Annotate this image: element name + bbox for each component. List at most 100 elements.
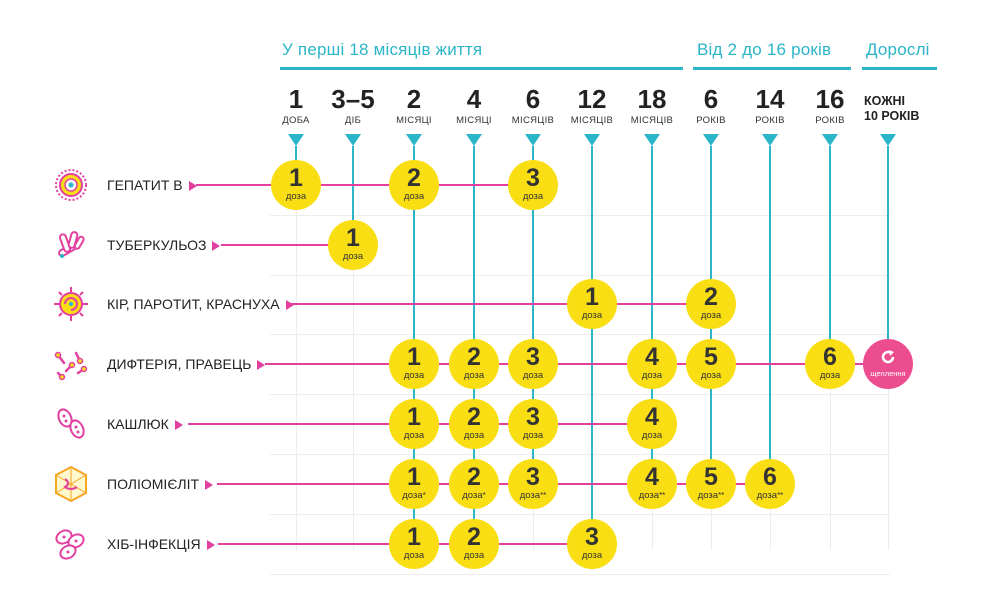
dose-circle: 2 доза	[389, 160, 439, 210]
grid-line-vertical	[296, 150, 297, 550]
column-age-unit: МІСЯЦІВ	[511, 115, 555, 126]
row-arrow-icon	[206, 540, 215, 551]
dose-circle: 1 доза	[389, 399, 439, 449]
dose-label: доза	[567, 550, 617, 561]
dose-number: 1	[407, 463, 421, 491]
column-marker-triangle	[880, 134, 896, 146]
dose-circle: 4 доза**	[627, 459, 677, 509]
dose-number: 3	[585, 523, 599, 551]
dose-label: доза	[805, 370, 855, 381]
vaccine-label: КІР, ПАРОТИТ, КРАСНУХА	[107, 294, 294, 314]
row-arrow-icon	[174, 420, 183, 431]
dose-circle: 2 доза	[449, 339, 499, 389]
dose-number: 4	[645, 463, 659, 491]
dose-word: доза	[463, 550, 485, 561]
dose-footnote-mark: **	[777, 491, 784, 500]
dose-word: доза	[462, 490, 483, 501]
column-marker-triangle	[406, 134, 422, 146]
dose-word: доза	[463, 370, 485, 381]
dose-number: 4	[645, 343, 659, 371]
column-header: 6 МІСЯЦІВ	[503, 86, 563, 126]
dose-label: доза	[508, 430, 558, 441]
measles-icon	[52, 285, 90, 323]
dose-label: доза	[389, 550, 439, 561]
column-header: 12 МІСЯЦІВ	[562, 86, 622, 126]
dose-word: доза	[819, 370, 841, 381]
dose-number: 2	[467, 403, 481, 431]
column-marker-triangle	[345, 134, 361, 146]
dose-word: доза	[403, 191, 425, 202]
column-age-unit: МІСЯЦІВ	[570, 115, 614, 126]
polio-icon	[52, 465, 90, 503]
dose-circle: 2 доза	[449, 399, 499, 449]
dose-word: доза	[522, 191, 544, 202]
column-marker-triangle	[644, 134, 660, 146]
column-age-unit: РОКІВ	[755, 115, 785, 126]
row-timeline-line	[290, 303, 711, 305]
dose-footnote-mark: **	[659, 491, 666, 500]
column-header: 1 ДОБА	[266, 86, 326, 126]
vaccine-name: ТУБЕРКУЛЬОЗ	[107, 237, 207, 253]
dose-number: 1	[407, 403, 421, 431]
row-arrow-icon	[205, 480, 214, 491]
column-marker-triangle	[762, 134, 778, 146]
dose-number: 3	[526, 343, 540, 371]
column-age-unit: РОКІВ	[815, 115, 845, 126]
column-header: 4 МІСЯЦІ	[444, 86, 504, 126]
row-timeline-line	[221, 244, 353, 246]
vaccine-name: КАШЛЮК	[107, 416, 169, 432]
dose-circle: 3 доза	[508, 399, 558, 449]
dose-label: доза	[567, 310, 617, 321]
dose-label: доза**	[686, 490, 736, 501]
row-arrow-icon	[212, 241, 221, 252]
dose-number: 1	[407, 343, 421, 371]
column-connector-line	[829, 146, 831, 364]
column-age-unit: 10 РОКІВ	[864, 109, 920, 123]
column-age-unit: МІСЯЦІВ	[630, 115, 674, 126]
dose-label: доза**	[508, 490, 558, 501]
dose-word: доза	[285, 191, 307, 202]
dose-circle: 6 доза	[805, 339, 855, 389]
tuberculosis-icon	[52, 226, 90, 264]
column-age-unit: МІСЯЦІ	[456, 115, 492, 126]
dose-label: доза	[389, 191, 439, 202]
column-connector-line	[591, 146, 593, 544]
column-age-number: 12	[577, 84, 607, 114]
dose-label: доза	[271, 191, 321, 202]
column-connector-line	[651, 146, 653, 484]
column-header: 14 РОКІВ	[740, 86, 800, 126]
adult-booster-label: щеплення	[870, 369, 906, 378]
dose-footnote-mark: **	[718, 491, 725, 500]
vaccine-label: ХІБ-ІНФЕКЦІЯ	[107, 534, 215, 554]
column-connector-line	[887, 146, 889, 364]
dose-word: доза	[641, 370, 663, 381]
grid-line-horizontal	[270, 334, 890, 335]
dose-circle: 4 доза	[627, 339, 677, 389]
dose-circle: 3 доза**	[508, 459, 558, 509]
period-line-infants	[280, 67, 683, 70]
dose-word: доза	[403, 430, 425, 441]
dose-word: доза	[402, 490, 423, 501]
column-header: 6 РОКІВ	[681, 86, 741, 126]
column-header: 16 РОКІВ	[800, 86, 860, 126]
column-marker-triangle	[288, 134, 304, 146]
dose-circle: 1 доза	[567, 279, 617, 329]
dose-word: доза	[581, 310, 603, 321]
dose-number: 1	[289, 164, 303, 192]
row-arrow-icon	[188, 181, 197, 192]
dose-word: доза	[700, 310, 722, 321]
dose-number: 3	[526, 403, 540, 431]
column-age-number: КОЖНІ	[864, 94, 905, 108]
column-header: КОЖНІ 10 РОКІВ	[864, 86, 924, 123]
column-header: 2 МІСЯЦІ	[384, 86, 444, 126]
dose-word: доза	[463, 430, 485, 441]
dose-label: доза	[508, 191, 558, 202]
dose-label: доза	[627, 370, 677, 381]
column-age-number: 16	[815, 84, 845, 114]
dose-label: доза*	[449, 490, 499, 501]
dose-word: доза	[522, 370, 544, 381]
dose-number: 1	[346, 224, 360, 252]
period-label-adults: Дорослі	[866, 40, 930, 59]
dose-label: доза	[449, 430, 499, 441]
hepatitis-b-icon	[52, 166, 90, 204]
